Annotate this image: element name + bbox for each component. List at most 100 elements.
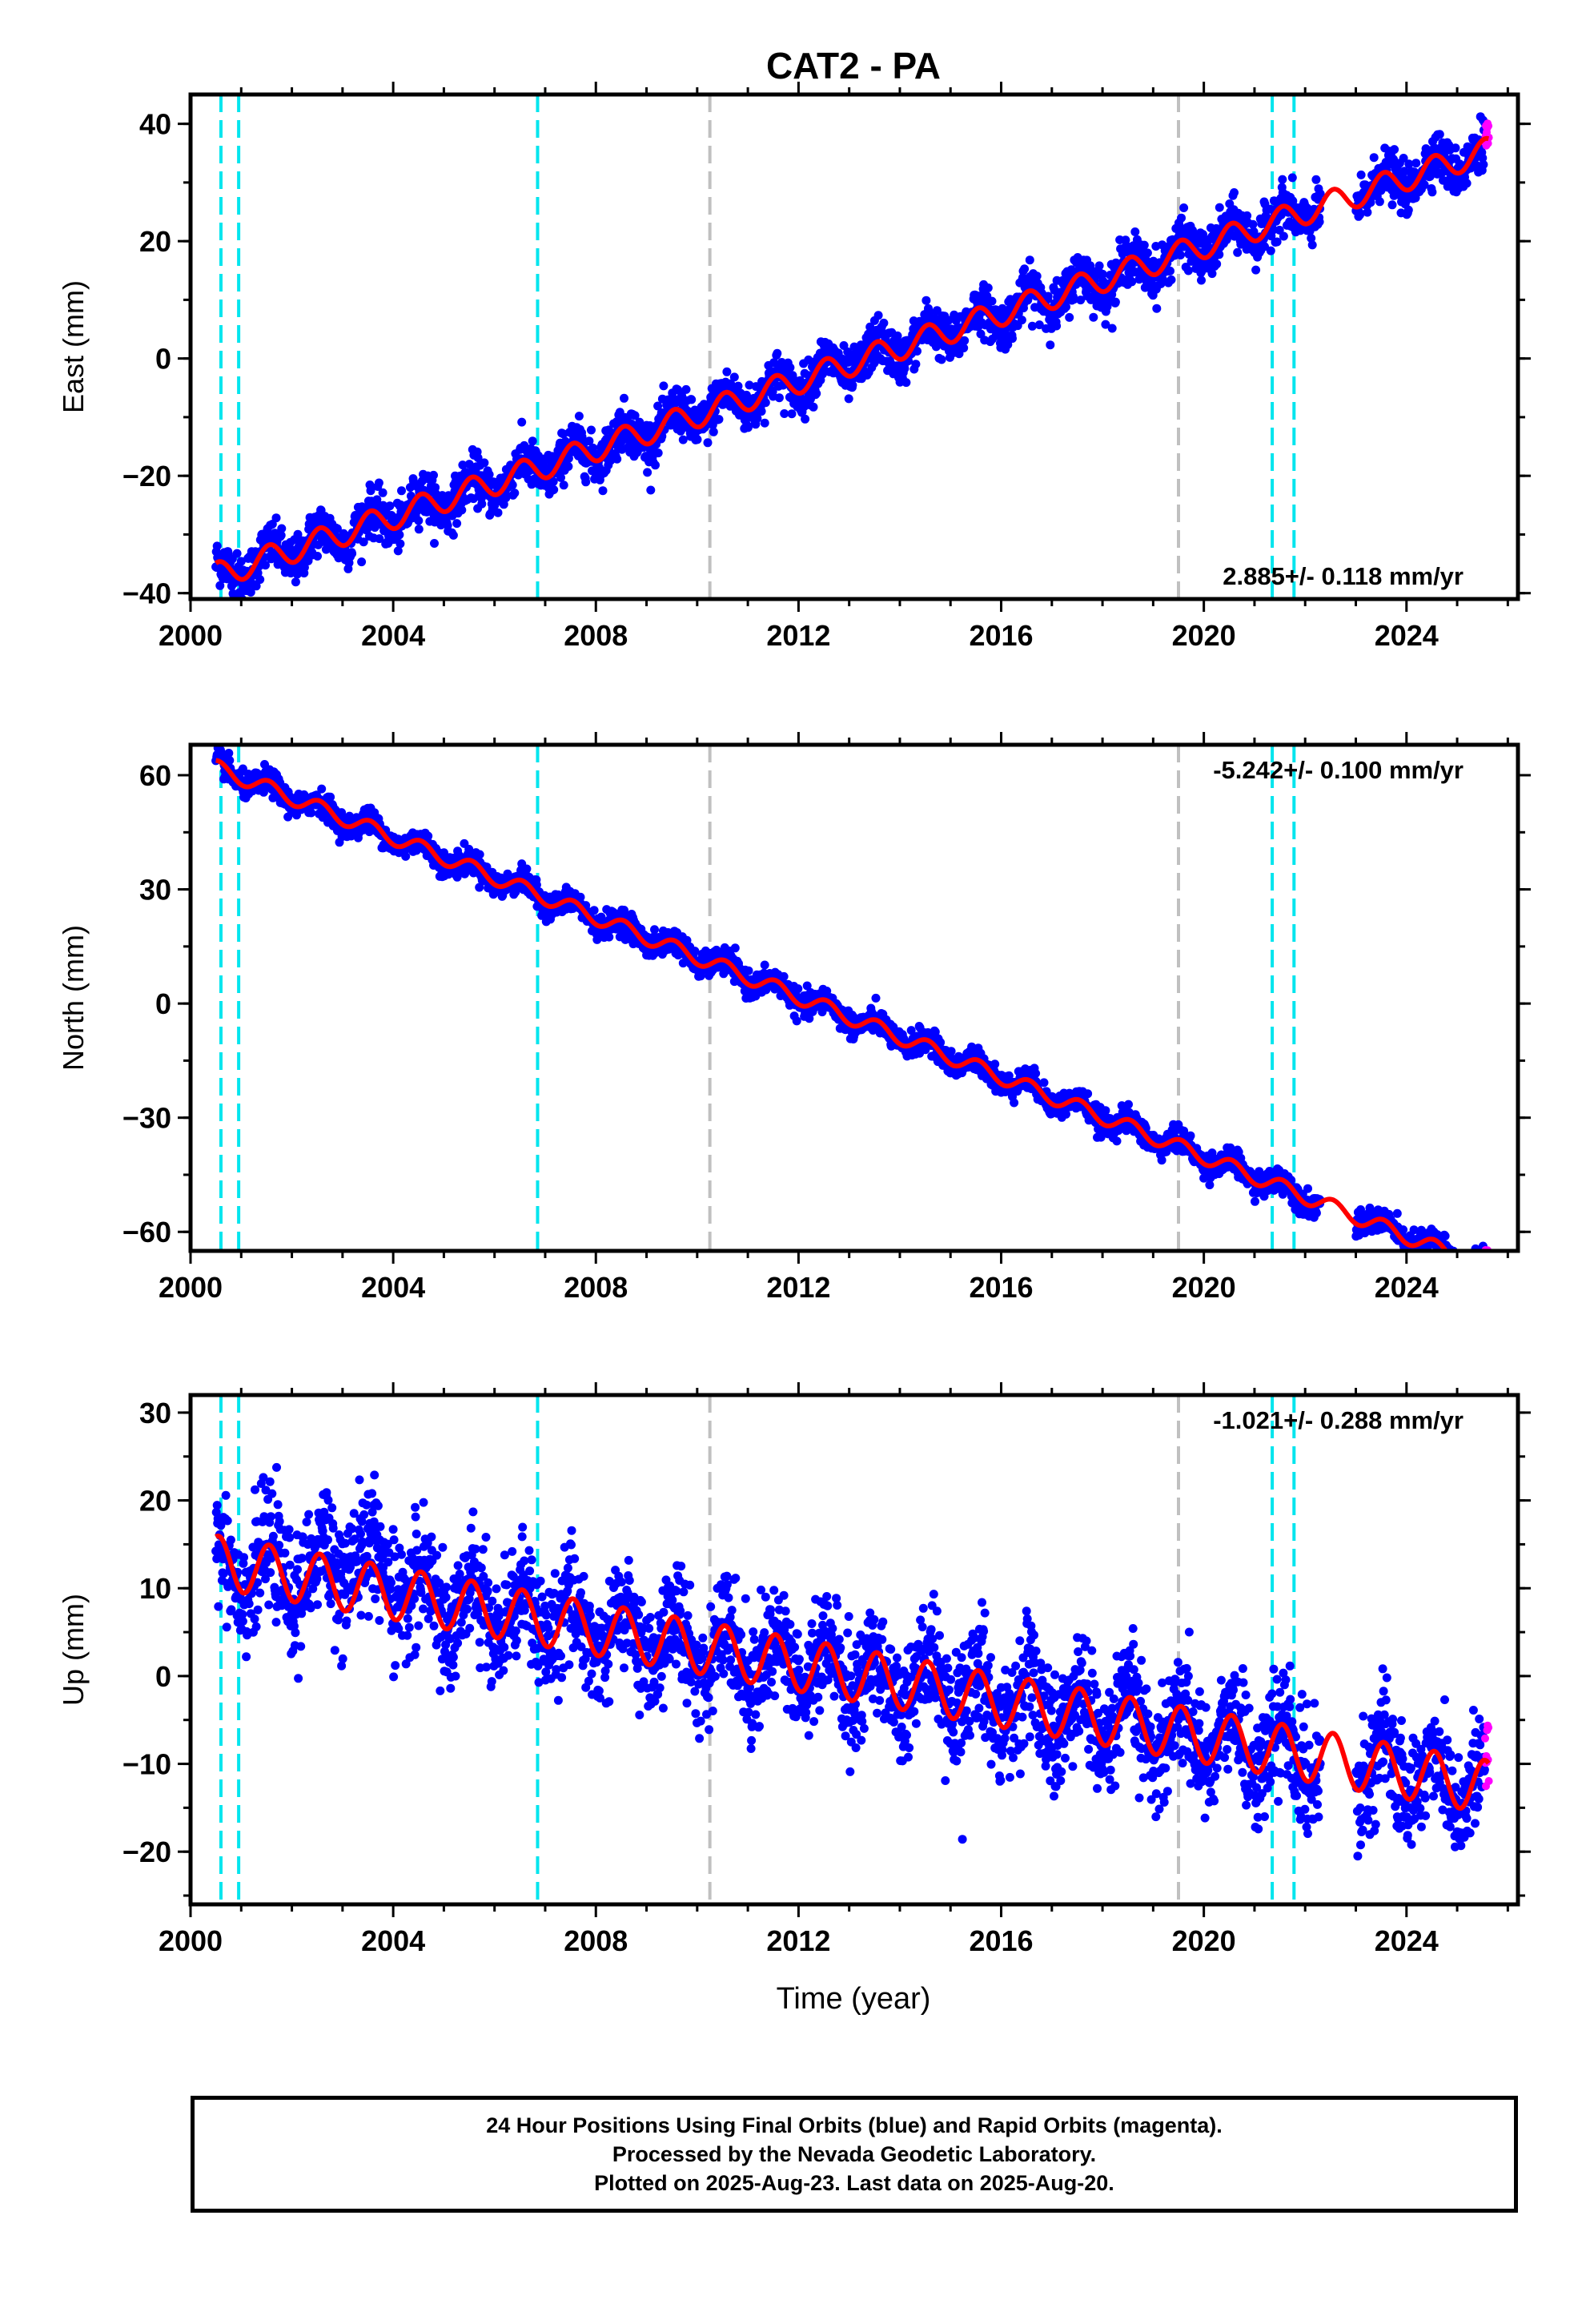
final-orbit-point — [792, 1016, 801, 1026]
final-orbit-point — [745, 380, 754, 390]
final-orbit-point — [1435, 130, 1444, 139]
final-orbit-point — [375, 534, 384, 544]
final-orbit-point — [484, 470, 494, 479]
final-orbit-point — [1069, 295, 1078, 304]
final-orbit-point — [650, 925, 659, 935]
final-orbit-point — [774, 393, 784, 403]
final-orbit-point — [930, 1027, 940, 1036]
final-orbit-point — [773, 348, 782, 358]
final-orbit-point — [374, 478, 383, 488]
final-orbit-point — [604, 932, 614, 942]
final-orbit-point — [1008, 334, 1017, 344]
x-tick-label: 2000 — [159, 619, 223, 652]
final-orbit-point — [801, 414, 810, 424]
final-orbit-point — [1052, 321, 1062, 331]
final-orbit-point — [396, 539, 405, 549]
final-orbit-point — [802, 981, 812, 991]
final-orbit-point — [1142, 248, 1152, 258]
final-orbit-point — [1268, 225, 1278, 235]
final-orbit-point — [532, 880, 541, 890]
final-orbit-point — [1166, 275, 1176, 284]
final-orbit-point — [761, 398, 770, 408]
final-orbit-point — [1076, 296, 1086, 305]
x-tick-label: 2020 — [1172, 619, 1236, 652]
final-orbit-point — [653, 448, 663, 458]
final-orbit-point — [659, 381, 669, 391]
final-orbit-point — [510, 489, 520, 498]
final-orbit-point — [1207, 269, 1217, 279]
final-orbit-point — [990, 1059, 1000, 1069]
final-orbit-point — [1451, 143, 1460, 153]
final-orbit-point — [1355, 210, 1364, 219]
final-orbit-point — [501, 493, 511, 503]
final-orbit-point — [1375, 197, 1384, 207]
final-orbit-point — [564, 453, 573, 463]
final-orbit-point — [906, 1026, 916, 1035]
final-orbit-point — [255, 575, 265, 585]
final-orbit-point — [238, 764, 247, 774]
final-orbit-point — [480, 458, 489, 468]
final-orbit-point — [1065, 312, 1074, 322]
final-orbit-point — [548, 476, 558, 486]
final-orbit-point — [397, 486, 406, 496]
final-orbit-point — [589, 906, 599, 915]
final-orbit-point — [879, 318, 889, 328]
final-orbit-point — [1110, 297, 1120, 307]
final-orbit-points-east — [211, 112, 1489, 599]
final-orbit-point — [1003, 340, 1013, 349]
final-orbit-point — [709, 427, 718, 436]
final-orbit-point — [1356, 170, 1366, 179]
rapid-orbit-point — [1484, 122, 1493, 131]
final-orbit-point — [574, 412, 584, 421]
final-orbit-point — [653, 401, 663, 411]
final-orbit-point — [1025, 255, 1034, 265]
final-orbit-point — [232, 549, 242, 558]
final-orbit-point — [873, 311, 883, 320]
final-orbit-point — [359, 537, 368, 547]
final-orbit-point — [1233, 247, 1243, 257]
final-orbit-point — [1315, 189, 1325, 199]
final-orbit-point — [549, 485, 559, 494]
final-orbit-point — [983, 283, 993, 292]
final-orbit-point — [366, 486, 375, 496]
final-orbit-point — [475, 850, 484, 859]
final-orbit-point — [307, 808, 316, 818]
final-orbit-point — [1403, 205, 1413, 215]
plot-frame-east — [188, 92, 1520, 601]
final-orbit-point — [1287, 173, 1297, 183]
final-orbit-point — [936, 1038, 946, 1047]
final-orbit-point — [743, 423, 753, 432]
final-orbit-point — [1094, 261, 1104, 271]
final-orbit-point — [911, 360, 921, 369]
final-orbit-point — [457, 505, 467, 515]
final-orbit-point — [414, 516, 424, 525]
final-orbit-point — [212, 541, 222, 551]
y-tick-label: 20 — [139, 225, 171, 258]
final-orbit-point — [1387, 200, 1397, 210]
final-orbit-point — [401, 851, 411, 861]
final-orbit-point — [1462, 179, 1472, 188]
y-axis-label-east: East (mm) — [57, 280, 90, 413]
final-orbit-point — [1366, 198, 1375, 207]
final-orbit-point — [332, 524, 342, 533]
final-orbit-point — [564, 462, 573, 471]
final-orbit-point — [1404, 159, 1414, 169]
plot-area-north — [211, 745, 1492, 1251]
final-orbit-point — [414, 525, 424, 534]
final-orbit-point — [508, 480, 517, 490]
final-orbit-point — [347, 549, 357, 558]
final-orbit-point — [261, 561, 270, 570]
final-orbit-point — [620, 393, 628, 403]
final-orbit-point — [959, 344, 969, 352]
final-orbit-point — [1032, 271, 1042, 281]
x-tick-label: 2012 — [766, 619, 830, 652]
final-orbit-point — [393, 546, 403, 556]
final-orbit-point — [291, 577, 300, 587]
final-orbit-point — [1179, 203, 1189, 212]
final-orbit-point — [848, 380, 857, 390]
final-orbit-point — [753, 413, 762, 423]
final-orbit-point — [1478, 153, 1488, 163]
final-orbit-point — [646, 485, 656, 495]
final-orbit-point — [559, 480, 568, 490]
final-orbit-point — [1215, 203, 1224, 212]
